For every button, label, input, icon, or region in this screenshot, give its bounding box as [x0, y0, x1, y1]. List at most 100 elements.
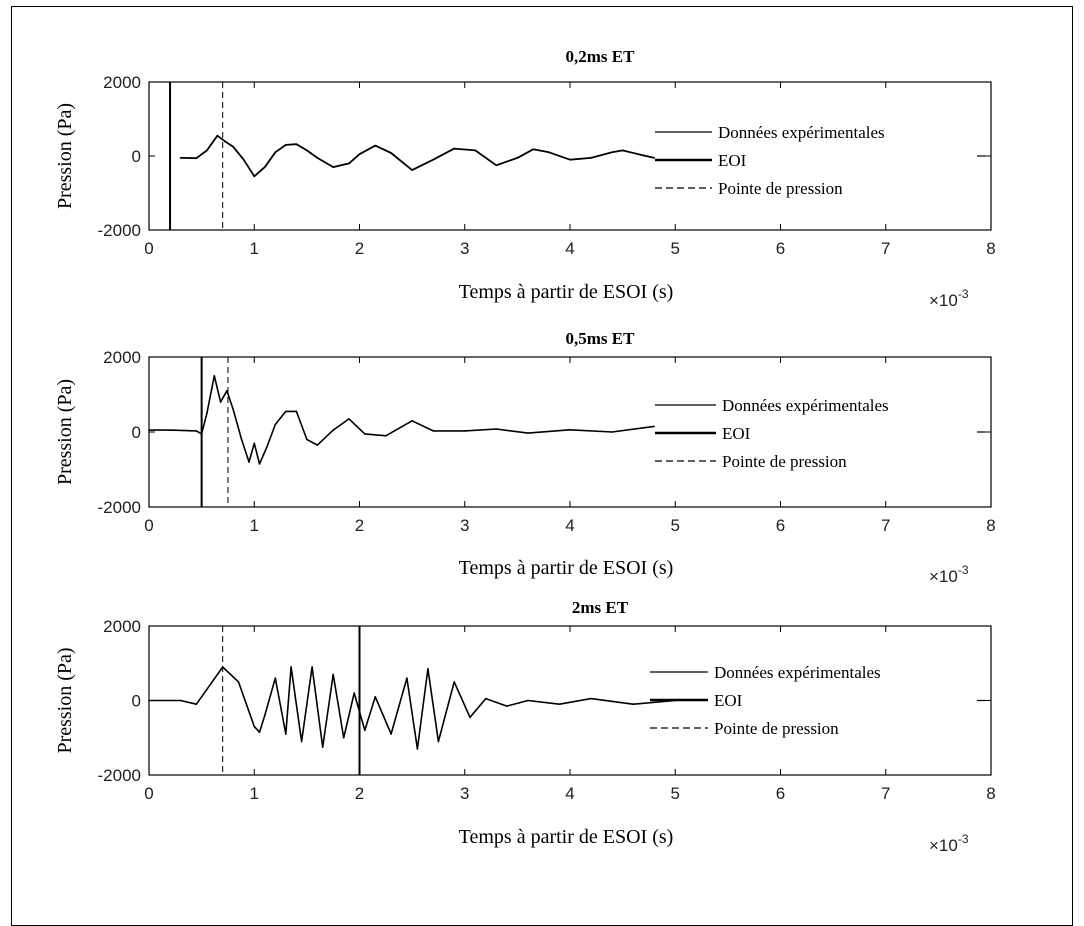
data-point: [437, 740, 440, 743]
data-point: [311, 666, 313, 668]
y-tick-label: -2000: [98, 498, 141, 517]
x-tick-label: 6: [776, 784, 785, 803]
plot-area: [148, 625, 992, 776]
data-point: [495, 428, 498, 430]
data-point: [621, 149, 624, 152]
x-tick-label: 1: [250, 239, 259, 258]
data-point: [332, 429, 334, 431]
data-point: [300, 740, 303, 743]
y-tick-label: 2000: [103, 617, 141, 636]
legend: Données expérimentales EOI Pointe de press…: [655, 396, 889, 471]
y-axis-label: Pression (Pa): [54, 647, 76, 753]
x-axis-exponent: ×10-3: [929, 287, 969, 310]
y-tick-label: 0: [132, 692, 141, 711]
plot-area: [148, 356, 992, 508]
x-tick-label: 4: [565, 516, 574, 535]
data-point: [653, 425, 655, 428]
x-tick-label: 7: [881, 239, 890, 258]
data-point: [348, 418, 350, 420]
y-tick-label: 0: [132, 423, 141, 442]
data-point: [179, 699, 182, 702]
subplot-title: 0,5ms ET: [566, 329, 636, 348]
legend-label: Pointe de pression: [718, 179, 843, 198]
data-point: [169, 429, 171, 431]
data-point: [258, 731, 261, 733]
y-axis-label: Pression (Pa): [54, 103, 76, 209]
data-point: [195, 157, 198, 160]
plot-area: [148, 81, 992, 231]
data-point: [432, 158, 434, 161]
y-tick-label: 2000: [103, 73, 141, 92]
data-point: [569, 158, 571, 161]
x-tick-label: 3: [460, 239, 469, 258]
data-point: [295, 143, 298, 145]
data-point: [223, 140, 226, 142]
series-line-experimental: [180, 134, 655, 178]
x-tick-label: 3: [460, 516, 469, 535]
legend-label: Données expérimentales: [718, 123, 885, 142]
data-point: [290, 666, 292, 668]
data-point: [206, 149, 208, 152]
legend: Données expérimentales EOI Pointe de press…: [650, 663, 881, 738]
subplot-title: 2ms ET: [572, 598, 629, 617]
data-point: [527, 432, 529, 434]
series-line-experimental: [149, 374, 655, 465]
data-point: [353, 692, 356, 694]
data-point: [266, 446, 268, 448]
data-point: [226, 389, 228, 392]
data-point: [637, 153, 640, 155]
data-point: [274, 423, 277, 426]
data-point: [232, 408, 234, 411]
data-point: [263, 166, 266, 168]
data-point: [432, 430, 434, 432]
x-tick-label: 0: [144, 784, 153, 803]
data-point: [632, 703, 634, 706]
data-point: [532, 148, 534, 151]
data-point: [590, 157, 592, 159]
data-point: [295, 410, 298, 413]
x-tick-label: 0: [144, 516, 153, 535]
legend-label: EOI: [722, 424, 751, 443]
x-tick-label: 1: [250, 516, 259, 535]
data-point: [285, 144, 287, 146]
legend-label: Données expérimentales: [722, 396, 889, 415]
data-point: [242, 158, 245, 161]
x-tick-label: 8: [986, 516, 995, 535]
x-tick-label: 6: [776, 516, 785, 535]
x-axis-exponent: ×10-3: [929, 832, 969, 855]
legend-label: Pointe de pression: [714, 719, 839, 738]
data-point: [374, 695, 377, 698]
data-point: [590, 697, 592, 700]
data-point: [463, 430, 466, 432]
x-tick-label: 6: [776, 239, 785, 258]
y-tick-label: -2000: [98, 221, 141, 240]
data-point: [213, 374, 216, 377]
legend-label: Données expérimentales: [714, 663, 881, 682]
data-point: [179, 157, 182, 159]
data-point: [653, 157, 655, 159]
x-tick-label: 7: [881, 784, 890, 803]
legend-label: EOI: [718, 151, 747, 170]
data-point: [148, 429, 150, 431]
data-point: [200, 433, 203, 435]
y-axis-label: Pression (Pa): [54, 379, 76, 485]
data-point: [385, 434, 387, 437]
x-tick-label: 1: [250, 784, 259, 803]
subplot-title: 0,2ms ET: [566, 47, 636, 66]
data-point: [206, 688, 208, 691]
data-point: [411, 419, 413, 422]
data-point: [527, 699, 529, 702]
data-point: [569, 428, 571, 431]
data-point: [221, 666, 224, 668]
data-point: [274, 677, 277, 679]
data-point: [453, 147, 456, 150]
data-point: [316, 444, 319, 446]
data-point: [206, 412, 208, 415]
data-point: [148, 699, 150, 702]
x-axis-label: Temps à partir de ESOI (s): [459, 557, 674, 579]
data-point: [306, 438, 308, 441]
x-tick-label: 5: [671, 239, 680, 258]
